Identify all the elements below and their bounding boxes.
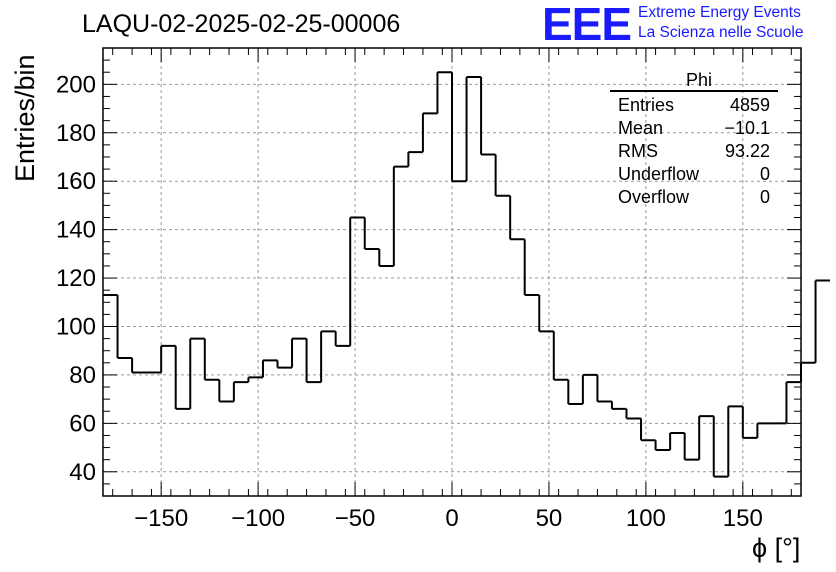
histogram-bin: [814, 279, 831, 363]
histogram-bin: [581, 373, 598, 404]
brand-line-1: Extreme Energy Events: [638, 4, 801, 21]
y-tick-label: 100: [56, 313, 96, 340]
histogram-bin: [363, 217, 380, 250]
histogram-bin: [131, 357, 147, 374]
stats-row-rms: RMS 93.22: [610, 140, 778, 163]
histogram-bin: [727, 405, 743, 477]
histogram-bin: [189, 337, 205, 409]
x-tick-label: 150: [723, 505, 763, 532]
stats-label: Entries: [618, 95, 675, 115]
histogram-bin: [523, 239, 540, 297]
histogram-bin: [174, 345, 191, 410]
histogram-bin: [610, 401, 627, 410]
x-tick-label: 100: [626, 505, 666, 532]
histogram-bin: [203, 338, 220, 381]
stats-value: 4859: [729, 95, 770, 115]
histogram-bin: [392, 165, 409, 266]
histogram-bin: [305, 338, 322, 384]
histogram-bin: [334, 331, 351, 347]
histogram-bin: [116, 295, 133, 359]
histogram-bin: [494, 154, 511, 197]
histogram-bin: [741, 406, 758, 439]
histogram-bin: [756, 422, 772, 438]
y-tick-label: 80: [69, 362, 96, 389]
histogram-bin: [567, 379, 583, 405]
stats-value: 0: [759, 164, 770, 184]
y-tick-label: 60: [69, 410, 96, 437]
histogram-bin: [640, 418, 656, 442]
histogram-bin: [291, 337, 307, 368]
histogram-bin: [421, 112, 438, 153]
stats-box: Phi Entries 4859 Mean −10.1 RMS 93.22 Un…: [610, 70, 778, 209]
histogram-bin: [712, 416, 729, 478]
histogram-bin: [509, 195, 525, 241]
histogram-bin: [261, 359, 278, 378]
eee-logo: EEE: [542, 0, 632, 50]
histogram-bin: [596, 374, 612, 403]
histogram-bin: [378, 248, 394, 267]
stats-value: 93.22: [724, 141, 770, 161]
brand-line-2: La Scienza nelle Scuole: [638, 24, 804, 41]
stats-row-underflow: Underflow 0: [610, 163, 778, 186]
y-tick-label: 140: [56, 217, 96, 244]
stats-row-mean: Mean −10.1: [610, 117, 778, 140]
plot-frame: [102, 47, 802, 497]
histogram-bin: [407, 151, 423, 167]
histogram-bin: [654, 440, 671, 451]
x-tick-label: 50: [536, 505, 563, 532]
y-tick-label: 180: [56, 120, 96, 147]
histogram-bin: [785, 381, 801, 424]
stats-label: RMS: [618, 141, 658, 161]
histogram-bin: [538, 295, 554, 333]
stats-row-overflow: Overflow 0: [610, 186, 778, 209]
histogram-bin: [800, 361, 816, 383]
y-tick-label: 120: [56, 265, 96, 292]
x-axis-label: ϕ [°]: [752, 533, 801, 563]
y-tick-label: 160: [56, 168, 96, 195]
histogram-bin: [349, 216, 365, 346]
histogram-bin: [320, 330, 336, 383]
histogram-bin: [465, 76, 482, 182]
stats-value: −10.1: [724, 118, 770, 138]
histogram-bin: [247, 376, 263, 383]
x-tick-label: −50: [335, 505, 376, 532]
stats-value: 0: [759, 187, 770, 207]
x-tick-label: −150: [134, 505, 188, 532]
stats-label: Overflow: [618, 187, 690, 207]
histogram-bin: [698, 415, 714, 460]
histogram-bin: [436, 71, 452, 114]
histogram-bin: [480, 77, 496, 156]
histogram-bin: [276, 360, 293, 369]
histogram-bin: [552, 331, 569, 381]
histogram-bin: [232, 381, 249, 402]
stats-label: Mean: [618, 118, 664, 138]
x-tick-label: −100: [231, 505, 285, 532]
histogram-bin: [669, 432, 685, 450]
stats-title: Phi: [610, 70, 778, 92]
chart-title: LAQU-02-2025-02-25-00006: [82, 10, 401, 38]
histogram-bin: [625, 408, 642, 420]
stats-label: Underflow: [618, 164, 700, 184]
histogram-bin: [160, 344, 176, 373]
stats-row-entries: Entries 4859: [610, 94, 778, 117]
x-tick-label: 0: [445, 505, 458, 532]
histogram-bin: [451, 72, 467, 183]
y-axis-label: Entries/bin: [10, 54, 40, 182]
histogram-bin: [683, 433, 700, 461]
y-tick-label: 40: [69, 459, 96, 486]
y-tick-label: 200: [56, 71, 96, 98]
histogram-bin: [218, 379, 234, 403]
